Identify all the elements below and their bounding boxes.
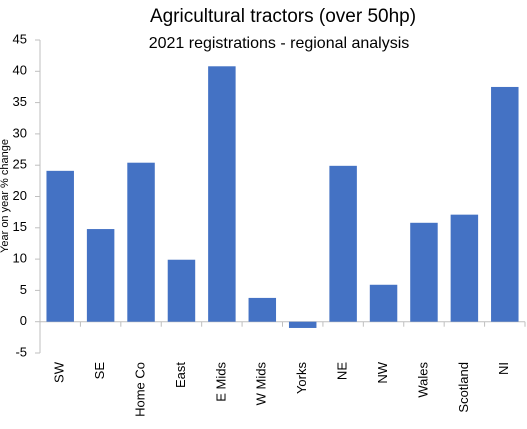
x-tick-label: NW [375,361,390,383]
bar [369,284,398,322]
y-tick-label: 10 [13,251,27,266]
x-tick-label: SW [52,361,67,383]
y-tick-label: 5 [20,282,27,297]
y-tick-label: 15 [13,219,27,234]
bar [46,170,74,322]
x-tick-label: Yorks [294,362,309,395]
bar [208,66,236,322]
x-tick-label: SE [92,362,107,380]
y-tick-label: 45 [13,31,27,46]
y-axis-label: Year on year % change [0,139,11,253]
bar [329,165,357,322]
x-tick-label: Scotland [456,362,471,413]
y-tick-label: 0 [20,313,27,328]
bar [288,321,317,328]
y-tick-label: 35 [13,94,27,109]
y-tick-label: -5 [15,344,27,359]
y-tick-label: 30 [13,125,27,140]
bar [450,214,479,322]
bar [491,86,519,322]
x-tick-label: NE [335,362,350,380]
x-tick-label: E Mids [213,362,228,402]
y-tick-label: 40 [13,63,27,78]
chart-subtitle: 2021 registrations - regional analysis [149,35,410,52]
y-tick-label: 25 [13,157,27,172]
x-tick-label: East [173,362,188,388]
x-tick-label: Home Co [132,362,147,417]
bar [127,162,155,322]
x-tick-label: NI [496,362,511,375]
bar [167,259,196,322]
bar [410,222,438,322]
x-tick-label: W Mids [254,362,269,406]
bar [86,229,115,322]
chart-title: Agricultural tractors (over 50hp) [150,6,416,27]
bar [248,297,277,322]
x-tick-label: Wales [415,362,430,398]
y-tick-label: 20 [13,188,27,203]
